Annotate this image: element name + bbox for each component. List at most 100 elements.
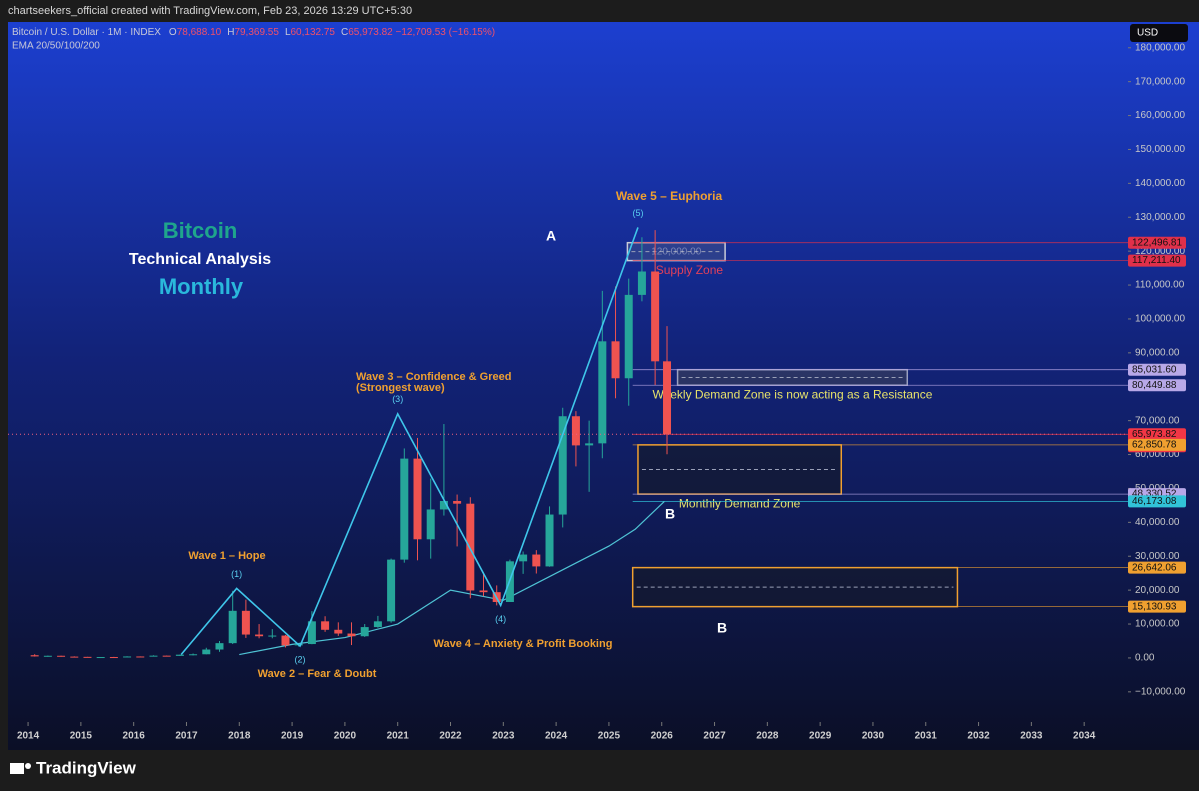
candle-body <box>400 458 409 560</box>
y-tick-label: 70,000.00 <box>1135 415 1180 426</box>
y-tick-label: 160,000.00 <box>1135 110 1185 121</box>
candle-body <box>255 634 264 637</box>
candle-body <box>241 610 250 635</box>
wave-label: (3) <box>392 394 403 404</box>
candle-body <box>373 621 382 628</box>
wave-label: (2) <box>295 654 306 664</box>
price-label-box <box>1128 363 1186 376</box>
price-label: 65,973.82 <box>1132 429 1177 440</box>
candle-body <box>519 554 528 562</box>
x-tick-label: 2032 <box>967 731 990 742</box>
y-tick-label: 40,000.00 <box>1135 517 1180 528</box>
candle-body <box>123 656 132 658</box>
ohlc-key: H <box>227 27 234 38</box>
zone-label: Monthly Demand Zone <box>679 496 801 510</box>
logo-mark <box>10 763 24 774</box>
y-tick-label: 60,000.00 <box>1135 449 1180 460</box>
annotation: (Strongest wave) <box>356 382 445 394</box>
x-tick-label: 2021 <box>387 731 410 742</box>
x-tick-label: 2024 <box>545 731 568 742</box>
x-tick-label: 2017 <box>175 731 198 742</box>
symbol: Bitcoin / U.S. Dollar · 1M · INDEX <box>12 27 161 38</box>
candle-body <box>611 341 620 379</box>
x-tick-label: 2029 <box>809 731 832 742</box>
y-tick-label: 180,000.00 <box>1135 42 1185 53</box>
price-label: 62,850.78 <box>1132 440 1177 451</box>
x-tick-label: 2033 <box>1020 731 1043 742</box>
price-label: 80,449.88 <box>1132 380 1177 391</box>
price-label-box <box>1128 438 1186 451</box>
x-tick-label: 2016 <box>123 731 146 742</box>
candle-body <box>189 654 198 656</box>
price-label-box <box>1128 379 1186 392</box>
y-tick-label: 10,000.00 <box>1135 619 1180 630</box>
x-tick-label: 2023 <box>492 731 515 742</box>
x-tick-label: 2025 <box>598 731 621 742</box>
wave-line <box>180 227 639 656</box>
annotation: Monthly <box>159 274 244 299</box>
candle-body <box>96 657 105 659</box>
y-tick-label: −10,000.00 <box>1135 686 1186 697</box>
candle-body <box>479 590 488 593</box>
y-tick-label: 20,000.00 <box>1135 585 1180 596</box>
candle-body <box>109 657 118 659</box>
x-tick-label: 2031 <box>915 731 938 742</box>
x-tick-label: 2030 <box>862 731 885 742</box>
annotation: Bitcoin <box>163 218 238 243</box>
ema-line <box>239 500 665 656</box>
candle-body <box>307 621 316 645</box>
candle-body <box>413 458 422 540</box>
annotation: A <box>546 228 556 244</box>
x-tick-label: 2018 <box>228 731 251 742</box>
annotation: Wave 4 – Anxiety & Profit Booking <box>434 638 613 650</box>
y-tick-label: 90,000.00 <box>1135 347 1180 358</box>
annotation: Wave 5 – Euphoria <box>616 189 723 203</box>
candle-body <box>70 656 79 658</box>
wave-label: (4) <box>495 614 506 624</box>
candle-body <box>453 500 462 504</box>
candle-body <box>624 294 633 379</box>
wave-label: (1) <box>231 569 242 579</box>
x-tick-label: 2028 <box>756 731 779 742</box>
x-tick-label: 2022 <box>439 731 462 742</box>
ohlc-key: L <box>285 27 291 38</box>
y-tick-label: 100,000.00 <box>1135 314 1185 325</box>
brand: TradingView <box>36 758 137 777</box>
annotation: Technical Analysis <box>129 251 271 268</box>
candle-body <box>162 655 171 657</box>
ohlc: O78,688.10 H79,369.55 L60,132.75 C65,973.82 <box>169 27 393 38</box>
ohlc-value: 78,688.10 <box>177 27 222 38</box>
candle-body <box>136 656 145 658</box>
zone-inner: 120,000.00 <box>651 246 701 257</box>
zone-label: Supply Zone <box>656 263 724 277</box>
currency-box <box>1130 24 1188 42</box>
candle-body <box>426 509 435 540</box>
candle-body <box>347 633 356 637</box>
candle-body <box>598 341 607 444</box>
x-tick-label: 2026 <box>651 731 674 742</box>
price-label-box <box>1128 600 1186 613</box>
candle-body <box>202 649 211 655</box>
candle-body <box>532 554 541 567</box>
candle-body <box>651 271 660 362</box>
credit: chartseekers_official created with Tradi… <box>8 5 412 17</box>
ohlc-key: C <box>341 27 348 38</box>
candle-body <box>387 559 396 622</box>
ohlc-value: 65,973.82 <box>348 27 393 38</box>
candle-body <box>637 271 646 295</box>
candle-body <box>43 655 52 657</box>
annotation: B <box>717 620 727 636</box>
candle-body <box>439 500 448 510</box>
annotation: Wave 2 – Fear & Doubt <box>258 668 377 680</box>
candle-body <box>545 514 554 567</box>
price-label: 122,496.81 <box>1132 237 1182 248</box>
y-tick-label: 30,000.00 <box>1135 551 1180 562</box>
candle-body <box>228 610 237 644</box>
y-tick-label: 140,000.00 <box>1135 178 1185 189</box>
price-label-box <box>1128 236 1186 249</box>
price-label: 15,130.93 <box>1132 601 1177 612</box>
change: −12,709.53 (−16.15%) <box>396 27 496 38</box>
indicator: EMA 20/50/100/200 <box>12 41 100 52</box>
ohlc-value: 60,132.75 <box>291 27 336 38</box>
